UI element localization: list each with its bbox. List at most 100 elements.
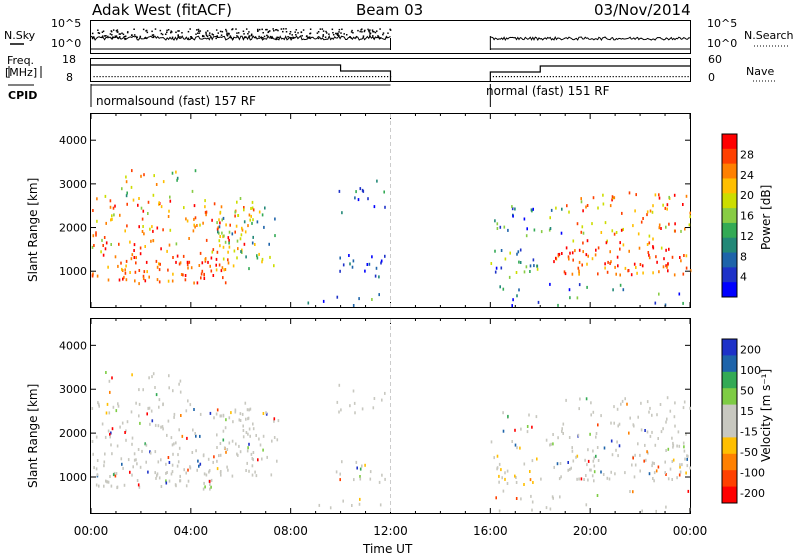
- scatter-cell: [514, 474, 516, 478]
- nave-dot: [306, 76, 308, 78]
- scatter-cell: [138, 388, 140, 392]
- nsky-dot: [124, 35, 127, 37]
- scatter-cell: [155, 393, 158, 397]
- scatter-cell: [212, 460, 214, 464]
- scatter-cell: [648, 410, 650, 414]
- nave-dot: [210, 76, 212, 78]
- scatter-cell: [125, 429, 127, 433]
- nave-dot: [93, 76, 95, 78]
- nave-dot: [336, 76, 338, 78]
- scatter-cell: [622, 288, 625, 292]
- scatter-cell: [662, 203, 664, 207]
- nsky-dot: [102, 35, 104, 37]
- scatter-cell: [617, 424, 619, 428]
- nave-dot: [174, 76, 176, 78]
- scatter-cell: [574, 249, 576, 253]
- nave-dot: [156, 76, 158, 78]
- nsky-dot: [177, 35, 179, 37]
- scatter-cell: [618, 444, 621, 448]
- colorbar-swatch-velocity: [722, 453, 737, 471]
- nsky-dot: [377, 36, 379, 38]
- nsky-dot: [152, 36, 155, 39]
- scatter-cell: [648, 256, 651, 260]
- scatter-cell: [151, 375, 153, 379]
- scatter-cell: [672, 443, 675, 447]
- scatter-cell: [364, 269, 366, 273]
- scatter-cell: [507, 414, 509, 418]
- nsky-dot: [273, 30, 275, 32]
- nsearch-label: N.Search: [744, 29, 794, 42]
- scatter-cell: [181, 434, 184, 438]
- nave-dot: [207, 76, 209, 78]
- scatter-cell: [204, 257, 207, 261]
- scatter-cell: [685, 194, 688, 198]
- nsky-dot: [336, 34, 339, 36]
- scatter-cell: [186, 219, 189, 223]
- freq-panel: [90, 58, 691, 82]
- colorbar-tick-power-0: 28: [740, 148, 754, 161]
- nsky-dot: [196, 29, 198, 31]
- nsky-dot: [230, 36, 232, 39]
- scatter-cell: [688, 223, 691, 227]
- scatter-cell: [256, 254, 258, 258]
- nsky-dot: [250, 34, 253, 37]
- colorbar-tick-power-5: 8: [740, 250, 747, 263]
- nsky-dot: [350, 31, 353, 33]
- nsearch-tick-top: 10^5: [707, 17, 738, 30]
- scatter-cell: [196, 224, 198, 227]
- scatter-cell: [201, 261, 204, 265]
- scatter-cell: [264, 206, 266, 210]
- nsky-dot: [389, 28, 391, 31]
- scatter-cell: [276, 459, 278, 463]
- scatter-cell: [171, 171, 174, 175]
- scatter-cell: [585, 503, 588, 507]
- scatter-cell: [246, 408, 249, 412]
- scatter-cell: [649, 209, 652, 213]
- scatter-cell: [635, 193, 637, 197]
- scatter-cell: [680, 229, 682, 233]
- scatter-cell: [676, 476, 678, 480]
- scatter-cell: [127, 458, 130, 462]
- scatter-cell: [109, 475, 111, 478]
- scatter-cell: [576, 296, 579, 300]
- scatter-cell: [97, 401, 99, 405]
- scatter-cell: [143, 270, 146, 274]
- scatter-cell: [143, 173, 145, 177]
- scatter-cell: [647, 251, 650, 254]
- scatter-cell: [526, 430, 529, 434]
- scatter-cell: [261, 260, 263, 264]
- scatter-cell: [171, 463, 174, 467]
- scatter-cell: [640, 220, 643, 224]
- freq-trace-1: [91, 64, 392, 81]
- scatter-cell: [252, 427, 255, 431]
- nsky-dot: [205, 33, 207, 35]
- scatter-cell: [617, 454, 619, 458]
- scatter-cell: [201, 269, 204, 273]
- scatter-cell: [187, 468, 189, 472]
- scatter-cell: [228, 245, 231, 249]
- scatter-cell: [381, 473, 383, 477]
- scatter-cell: [500, 266, 503, 270]
- nsky-dot: [187, 37, 190, 40]
- scatter-cell: [646, 243, 649, 246]
- scatter-cell: [250, 452, 253, 456]
- freq-tick-bottom: 8: [66, 71, 73, 84]
- scatter-cell: [179, 379, 182, 383]
- scatter-cell: [561, 429, 563, 433]
- nsky-dot: [126, 31, 129, 34]
- scatter-cell: [254, 470, 256, 474]
- nsky-dot: [216, 36, 219, 38]
- scatter-cell: [571, 446, 573, 450]
- nsky-dot: [115, 29, 118, 32]
- scatter-cell: [620, 228, 623, 232]
- scatter-cell: [669, 467, 672, 471]
- scatter-cell: [604, 262, 606, 266]
- nsky-dot: [282, 30, 284, 33]
- nsky-dot: [291, 34, 293, 36]
- nsky-dot: [208, 32, 211, 34]
- nsky-dot: [97, 32, 100, 34]
- scatter-cell: [146, 412, 148, 416]
- scatter-cell: [109, 432, 111, 436]
- nsky-dot: [266, 34, 268, 37]
- scatter-cell: [646, 210, 649, 214]
